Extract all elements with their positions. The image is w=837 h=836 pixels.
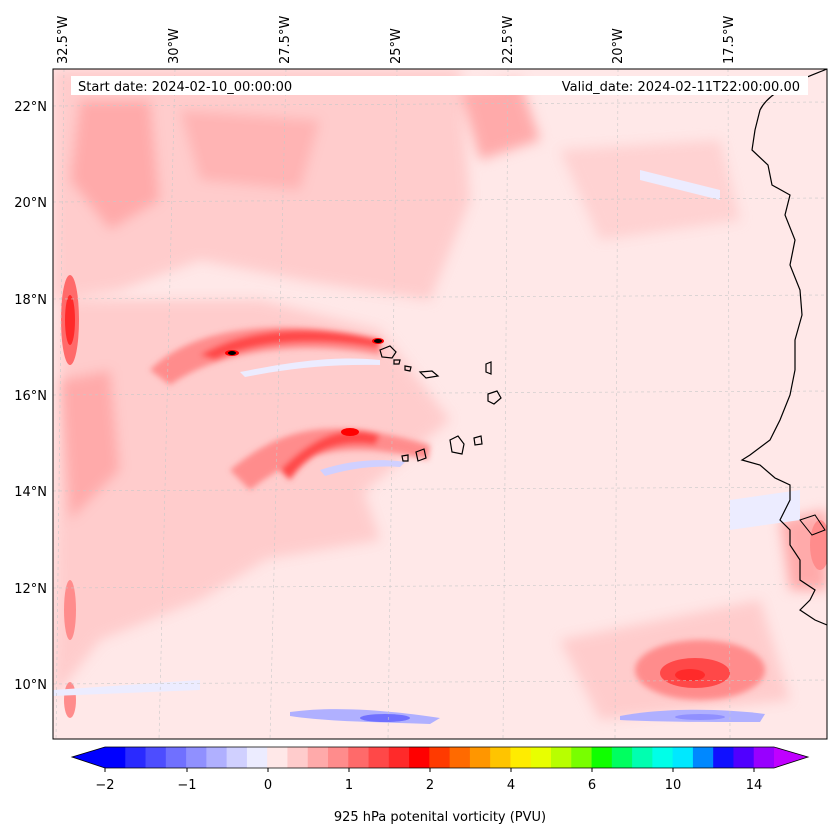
colorbar-cell [186, 747, 207, 768]
colorbar-cell [591, 747, 613, 768]
colorbar-tick-label: −1 [177, 778, 196, 793]
lon-label: 25°W [389, 28, 404, 64]
colorbar-over-arrow [774, 747, 808, 768]
colorbar-tick-label: 2 [426, 778, 434, 793]
colorbar-cell [571, 747, 592, 768]
colorbar-cell [652, 747, 674, 768]
colorbar-cells [105, 747, 775, 768]
lon-label: 32.5°W [56, 16, 71, 64]
lat-label: 16°N [14, 389, 47, 404]
colorbar-cell [449, 747, 471, 768]
cape-verde-islands [379, 345, 502, 462]
colorbar-cell [388, 747, 410, 768]
map-frame [52, 68, 828, 740]
lat-label: 20°N [14, 196, 47, 211]
lon-label: 17.5°W [722, 16, 737, 64]
colorbar-cell [348, 747, 369, 768]
colorbar-cell [713, 747, 734, 768]
gridlines [53, 69, 827, 739]
colorbar-tick-label: 14 [746, 778, 763, 793]
colorbar-cell [409, 747, 430, 768]
lat-label: 18°N [14, 293, 47, 308]
colorbar-tick-label: 0 [264, 778, 272, 793]
colorbar-cell [165, 747, 187, 768]
lat-label: 22°N [14, 100, 47, 115]
colorbar-cell [429, 747, 451, 768]
latitude-labels: 22°N 20°N 18°N 16°N 14°N 12°N 10°N [14, 100, 47, 693]
colorbar-cell [469, 747, 491, 768]
colorbar-tick-label: 6 [588, 778, 596, 793]
pv-field [53, 69, 827, 739]
colorbar-cell [328, 747, 349, 768]
colorbar-cell [307, 747, 329, 768]
colorbar-cell [611, 747, 633, 768]
colorbar-cell [206, 747, 228, 768]
colorbar-cell [368, 747, 390, 768]
colorbar-cell [490, 747, 511, 768]
colorbar-under-arrow [72, 747, 105, 768]
colorbar-ticks [104, 768, 755, 772]
start-date-label: Start date: 2024-02-10_00:00:00 [78, 80, 292, 95]
colorbar-tick-label: −2 [95, 778, 114, 793]
colorbar-cell [753, 747, 775, 768]
lat-label: 14°N [14, 485, 47, 500]
lon-label: 27.5°W [278, 16, 293, 64]
longitude-labels: 32.5°W 30°W 27.5°W 25°W 22.5°W 20°W 17.5… [56, 16, 737, 64]
colorbar-cell [510, 747, 532, 768]
lon-label: 30°W [167, 28, 182, 64]
colorbar-cell [145, 747, 167, 768]
header-band [71, 76, 808, 95]
lat-label: 12°N [14, 582, 47, 597]
colorbar-tick-label: 4 [507, 778, 515, 793]
colorbar-cell [267, 747, 288, 768]
colorbar: −2 −1 0 1 2 4 6 10 14 925 hPa potenital … [70, 746, 810, 825]
colorbar-cell [125, 747, 146, 768]
colorbar-cell [246, 747, 268, 768]
colorbar-cell [733, 747, 755, 768]
valid-date-label: Valid_date: 2024-02-11T22:00:00.00 [562, 80, 800, 95]
colorbar-cell [530, 747, 552, 768]
colorbar-title: 925 hPa potenital vorticity (PVU) [334, 810, 546, 825]
colorbar-cell [672, 747, 694, 768]
colorbar-cell [105, 747, 126, 768]
lat-label: 10°N [14, 678, 47, 693]
colorbar-cell [551, 747, 572, 768]
colorbar-tick-label: 1 [345, 778, 353, 793]
colorbar-cell [692, 747, 714, 768]
colorbar-cell [226, 747, 248, 768]
lon-label: 22.5°W [501, 16, 516, 64]
colorbar-cell [632, 747, 653, 768]
colorbar-tick-label: 10 [665, 778, 682, 793]
lon-label: 20°W [611, 28, 626, 64]
colorbar-cell [287, 747, 309, 768]
